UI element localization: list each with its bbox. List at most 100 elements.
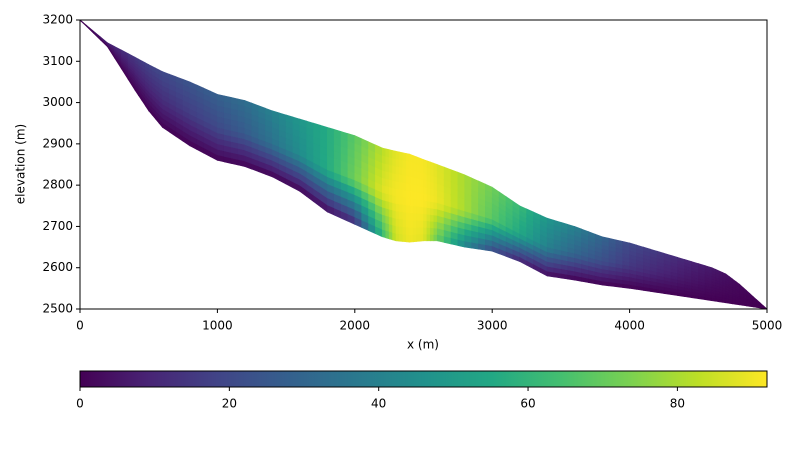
field-cell	[433, 162, 438, 172]
field-cell	[392, 187, 397, 197]
field-cell	[388, 223, 393, 233]
field-cell	[402, 218, 407, 228]
axes-frame	[79, 19, 768, 310]
field-cell	[426, 187, 431, 196]
field-cell	[419, 206, 424, 215]
field-cell	[385, 215, 390, 225]
field-cell	[406, 167, 411, 177]
field-cell	[381, 199, 387, 209]
field-cell	[426, 227, 431, 235]
field-cell	[409, 197, 414, 207]
field-cell	[433, 195, 438, 204]
field-cell	[399, 233, 404, 242]
field-cell	[416, 156, 421, 166]
field-cell	[409, 227, 414, 236]
field-cell	[412, 234, 417, 243]
field-cell	[388, 186, 393, 196]
colorbar-tick-label: 60	[520, 397, 535, 411]
field-cell	[381, 191, 387, 202]
field-cell	[430, 233, 435, 242]
field-cell	[392, 209, 397, 219]
field-cell	[402, 196, 407, 206]
field-cell	[406, 234, 411, 243]
field-cell	[392, 231, 397, 242]
field-cell	[426, 213, 431, 222]
field-cell	[416, 198, 421, 207]
field-cell	[392, 224, 397, 234]
x-tick-label: 3000	[477, 319, 508, 333]
field-cell	[419, 233, 424, 242]
field-cell	[223, 95, 232, 104]
field-cell	[412, 176, 417, 186]
field-cell	[419, 157, 424, 167]
x-tick-label: 2000	[340, 319, 371, 333]
field-cell	[392, 150, 397, 160]
field-cell	[409, 190, 414, 200]
field-cell	[430, 187, 435, 196]
field-cell	[412, 227, 417, 235]
field-cell	[419, 185, 424, 194]
field-cell	[388, 201, 393, 211]
field-cell	[406, 219, 411, 228]
field-cell	[423, 186, 428, 195]
field-cell	[395, 203, 400, 212]
field-cell	[399, 218, 404, 228]
field-cell	[423, 206, 428, 215]
field-cell	[402, 226, 407, 235]
field-cell	[217, 93, 225, 102]
field-cell	[381, 206, 387, 216]
field-cell	[409, 234, 414, 243]
field-cell	[419, 213, 424, 221]
field-cell	[385, 185, 390, 195]
field-cell	[402, 189, 407, 198]
field-cell	[416, 220, 421, 228]
field-cell	[430, 227, 435, 235]
field-cell	[395, 180, 400, 190]
field-cell	[433, 227, 438, 235]
field-cell	[399, 225, 404, 235]
field-cell	[419, 227, 424, 235]
field-cell	[416, 212, 421, 221]
field-cell	[419, 192, 424, 201]
field-cell	[395, 173, 400, 183]
field-cell	[423, 213, 428, 222]
field-cell	[385, 207, 390, 217]
field-cell	[395, 158, 400, 168]
y-tick-label: 2600	[42, 260, 73, 274]
field-cell	[423, 233, 428, 242]
field-cell	[402, 204, 407, 213]
field-cell	[430, 214, 435, 222]
field-cell	[423, 220, 428, 228]
field-cell	[426, 193, 431, 202]
field-cell	[402, 174, 407, 184]
y-tick-label: 2800	[42, 178, 73, 192]
field-cell	[388, 156, 393, 166]
x-tick-label: 0	[76, 319, 84, 333]
field-cell	[395, 233, 400, 242]
field-cell	[412, 212, 417, 221]
x-tick-label: 4000	[614, 319, 645, 333]
field-cell	[409, 183, 414, 192]
field-cell	[426, 207, 431, 215]
field-cell	[392, 194, 397, 204]
field-cell	[388, 208, 393, 218]
field-cell	[416, 205, 421, 214]
field-cell	[406, 197, 411, 206]
field-cell	[433, 208, 438, 216]
field-cell	[406, 189, 411, 199]
field-cell	[388, 171, 393, 181]
field-cell	[381, 169, 387, 179]
field-cell	[412, 198, 417, 207]
field-cell	[402, 159, 407, 169]
y-tick-label: 2700	[42, 219, 73, 233]
colorbar-tick-label: 20	[222, 397, 237, 411]
field-cell	[433, 201, 438, 210]
field-cell	[402, 152, 407, 162]
field-cell	[423, 193, 428, 202]
field-cell	[426, 233, 431, 242]
field-cell	[399, 181, 404, 191]
field-cell	[388, 216, 393, 226]
field-cell	[86, 25, 95, 33]
field-cell	[395, 218, 400, 227]
